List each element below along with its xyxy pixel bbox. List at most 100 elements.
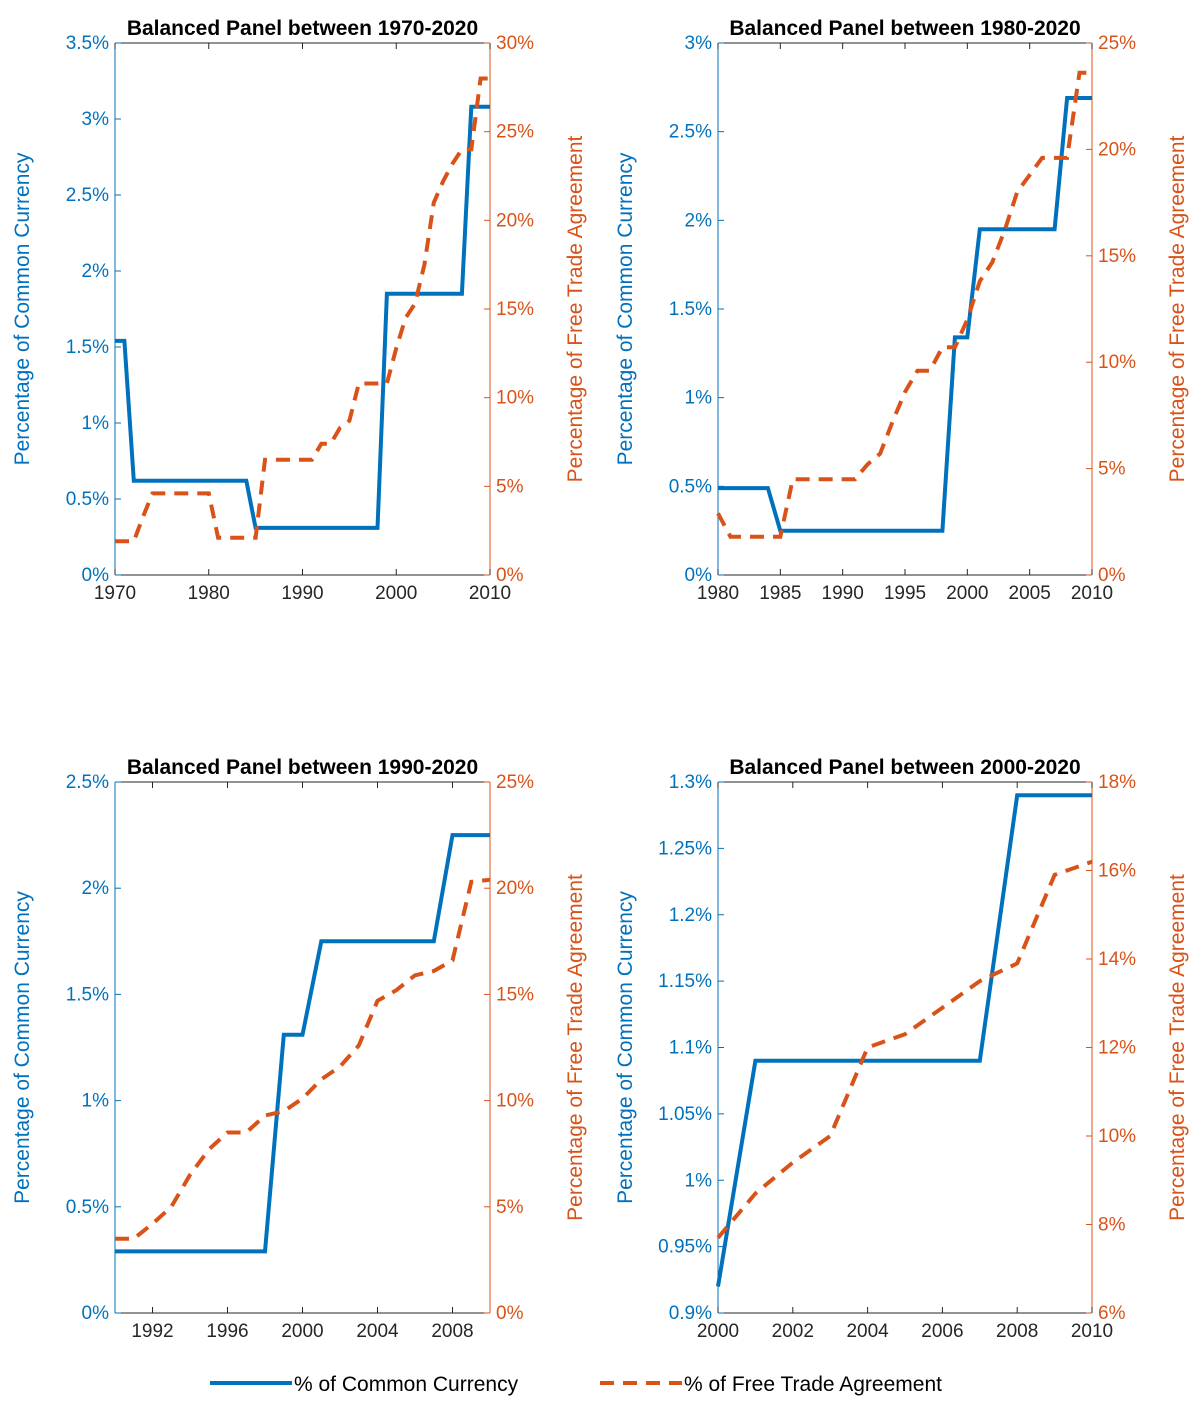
x-tick-label: 2005 [1009, 583, 1051, 604]
right-y-tick-label: 0% [496, 1303, 524, 1324]
chart-title: Balanced Panel between 1990-2020 [127, 756, 478, 779]
left-y-tick-label: 1% [685, 1170, 713, 1191]
x-tick-label: 2000 [375, 583, 417, 604]
legend-fta-label: % of Free Trade Agreement [684, 1373, 942, 1396]
left-y-tick-label: 2.5% [66, 772, 109, 793]
x-tick-label: 2010 [1071, 583, 1113, 604]
chart-panel-4: Balanced Panel between 2000-2020 2000 2002… [614, 756, 1189, 1342]
right-y-axis-label: Percentage of Free Trade Agreement [564, 135, 587, 482]
right-y-tick-label: 5% [496, 476, 524, 497]
right-y-tick-label: 0% [1098, 565, 1126, 586]
x-tick-label: 2010 [469, 583, 511, 604]
left-y-tick-label: 0.5% [66, 489, 109, 510]
fta-series-line [115, 76, 490, 544]
chart-title: Balanced Panel between 1980-2020 [729, 17, 1080, 40]
x-tick-label: 1980 [188, 583, 230, 604]
right-y-tick-label: 15% [1098, 246, 1136, 267]
left-y-tick-label: 2% [82, 261, 110, 282]
left-y-tick-label: 2.5% [669, 122, 712, 143]
right-y-tick-label: 20% [496, 210, 534, 231]
right-y-tick-label: 10% [1098, 1126, 1136, 1147]
x-tick-label: 2004 [356, 1321, 399, 1342]
right-y-tick-label: 14% [1098, 949, 1136, 970]
x-tick-label: 1990 [822, 583, 864, 604]
legend: % of Common Currency % of Free Trade Agre… [210, 1373, 942, 1396]
left-y-axis-label: Percentage of Common Currency [614, 152, 637, 465]
left-y-tick-label: 2% [82, 878, 110, 899]
left-y-tick-label: 0% [82, 565, 110, 586]
x-tick-label: 1992 [131, 1321, 173, 1342]
right-y-tick-label: 30% [496, 33, 534, 54]
left-y-axis-label: Percentage of Common Currency [11, 891, 34, 1204]
right-y-tick-label: 0% [496, 565, 524, 586]
right-y-tick-label: 25% [496, 772, 534, 793]
right-y-tick-label: 12% [1098, 1038, 1136, 1059]
left-y-tick-label: 1.5% [669, 299, 712, 320]
left-y-tick-label: 1.5% [66, 984, 109, 1005]
right-y-tick-label: 6% [1098, 1303, 1126, 1324]
left-y-tick-label: 1.1% [669, 1038, 712, 1059]
left-y-tick-label: 3% [82, 109, 110, 130]
x-tick-label: 2008 [431, 1321, 473, 1342]
chart-panel-3: Balanced Panel between 1990-2020 1992 1996… [11, 756, 587, 1342]
left-y-tick-label: 1.2% [669, 905, 712, 926]
fta-series-line [716, 70, 1092, 539]
chart-panel-2: Balanced Panel between 1980-2020 1980 1985… [614, 17, 1189, 604]
left-y-tick-label: 0.5% [669, 476, 712, 497]
x-tick-label: 2000 [281, 1321, 323, 1342]
x-tick-label: 1996 [206, 1321, 248, 1342]
currency-series-line [115, 104, 490, 530]
left-y-tick-label: 1% [82, 413, 110, 434]
left-y-tick-label: 0% [82, 1303, 110, 1324]
left-y-tick-label: 0.5% [66, 1197, 109, 1218]
currency-series-line [115, 833, 490, 1254]
right-y-tick-label: 8% [1098, 1215, 1126, 1236]
left-y-tick-label: 1.05% [658, 1104, 712, 1125]
x-tick-label: 2010 [1071, 1321, 1113, 1342]
x-tick-label: 1990 [281, 583, 323, 604]
chart-title: Balanced Panel between 1970-2020 [127, 17, 478, 40]
right-y-axis-label: Percentage of Free Trade Agreement [1166, 874, 1189, 1221]
left-y-tick-label: 1.25% [658, 838, 712, 859]
right-y-axis-label: Percentage of Free Trade Agreement [564, 874, 587, 1221]
x-tick-label: 2002 [772, 1321, 814, 1342]
left-y-tick-label: 1.3% [669, 772, 712, 793]
fta-series-line [716, 859, 1093, 1240]
chart-title: Balanced Panel between 2000-2020 [729, 756, 1080, 779]
right-y-tick-label: 10% [1098, 352, 1136, 373]
left-y-axis-label: Percentage of Common Currency [11, 152, 34, 465]
x-tick-label: 2004 [846, 1321, 889, 1342]
left-y-tick-label: 1% [685, 388, 713, 409]
right-y-tick-label: 15% [496, 984, 534, 1005]
right-y-tick-label: 20% [1098, 139, 1136, 160]
fta-series-line [115, 877, 491, 1241]
right-y-tick-label: 5% [1098, 459, 1126, 480]
legend-currency-label: % of Common Currency [294, 1373, 519, 1396]
x-tick-label: 2000 [697, 1321, 739, 1342]
right-y-tick-label: 25% [496, 122, 534, 143]
left-y-tick-label: 3.5% [66, 33, 109, 54]
left-y-tick-label: 1% [82, 1091, 110, 1112]
x-tick-label: 2000 [946, 583, 988, 604]
left-y-tick-label: 0.95% [658, 1237, 712, 1258]
left-y-axis-label: Percentage of Common Currency [614, 891, 637, 1204]
x-tick-label: 1970 [94, 583, 136, 604]
left-y-tick-label: 0.9% [669, 1303, 712, 1324]
currency-series-line [718, 96, 1092, 533]
x-tick-label: 2008 [996, 1321, 1038, 1342]
x-tick-label: 1985 [759, 583, 801, 604]
left-y-tick-label: 2% [685, 210, 713, 231]
left-y-tick-label: 0% [685, 565, 713, 586]
currency-series-line [716, 793, 1092, 1287]
right-y-tick-label: 5% [496, 1197, 524, 1218]
left-y-tick-label: 3% [685, 33, 713, 54]
right-y-tick-label: 15% [496, 299, 534, 320]
left-y-tick-label: 2.5% [66, 185, 109, 206]
right-y-tick-label: 18% [1098, 772, 1136, 793]
x-tick-label: 1980 [697, 583, 739, 604]
right-y-tick-label: 25% [1098, 33, 1136, 54]
right-y-tick-label: 10% [496, 388, 534, 409]
left-y-tick-label: 1.15% [658, 971, 712, 992]
chart-panel-1: Balanced Panel between 1970-2020 1970 1980… [11, 17, 587, 604]
